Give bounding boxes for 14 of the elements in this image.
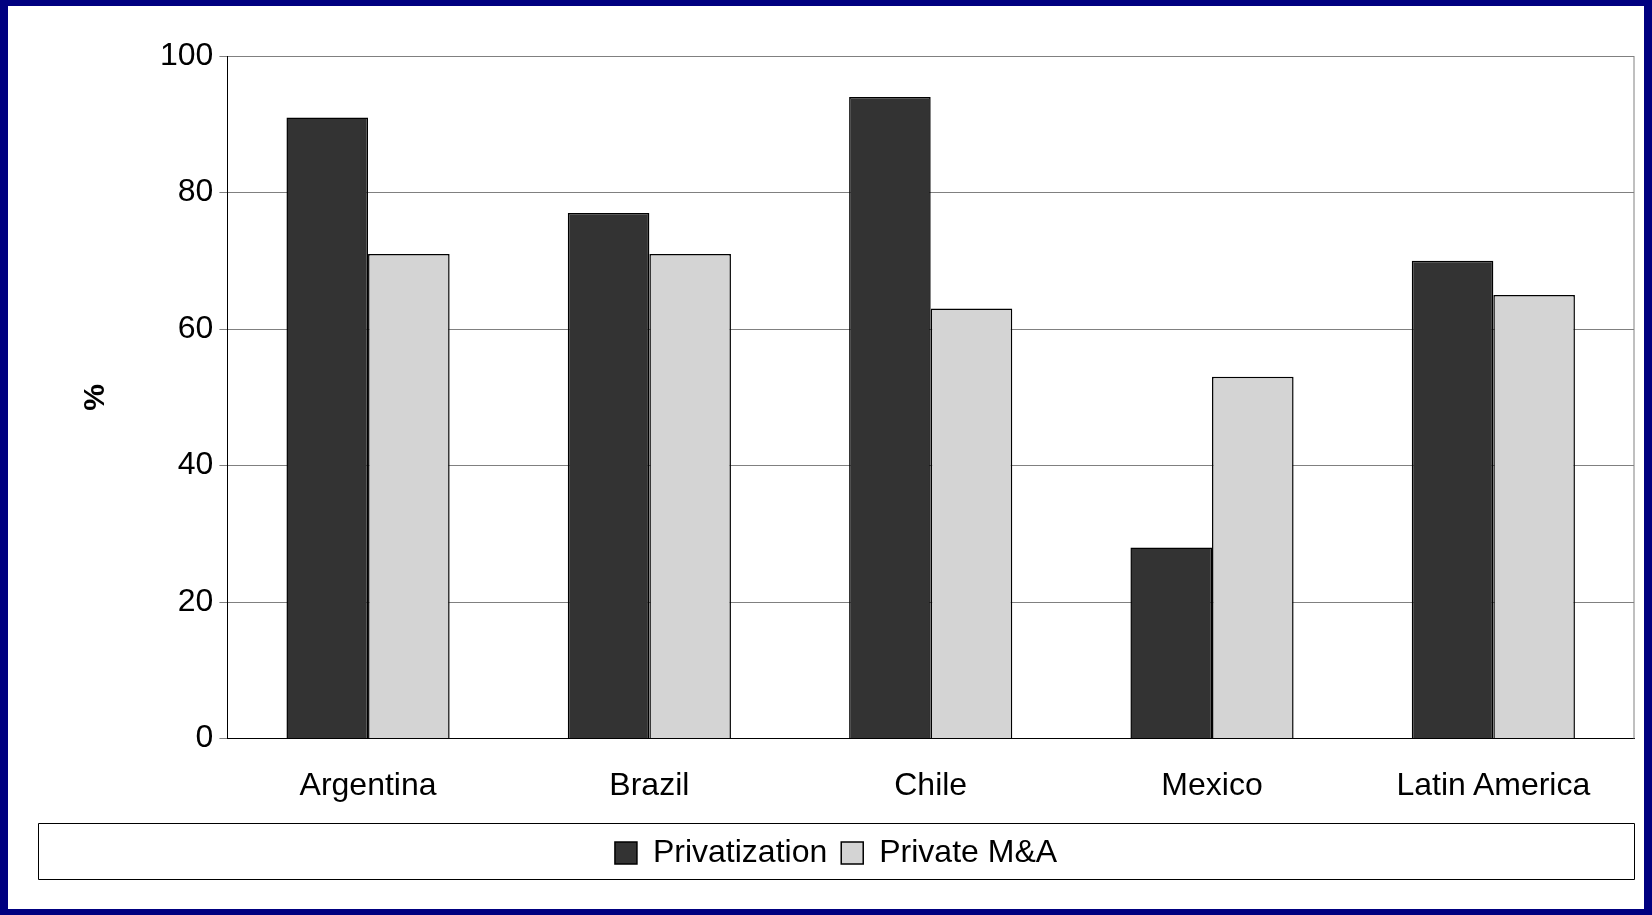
legend-label: Private M&A [879,832,1058,869]
y-tick-label: 60 [177,308,214,345]
legend-label: Privatization [652,832,828,869]
y-tick-label: 0 [195,718,214,755]
y-tick-label: 40 [177,445,214,482]
y-axis-title: % [77,383,111,411]
x-tick-label: Mexico [1161,765,1263,802]
x-tick-label: Argentina [299,765,437,802]
y-tick-label: 20 [177,581,214,618]
x-tick-label: Brazil [609,765,690,802]
x-tick-label: Latin America [1396,765,1591,802]
x-tick-label: Chile [894,765,968,802]
y-tick-label: 80 [177,172,214,209]
y-tick-label: 100 [160,35,214,72]
